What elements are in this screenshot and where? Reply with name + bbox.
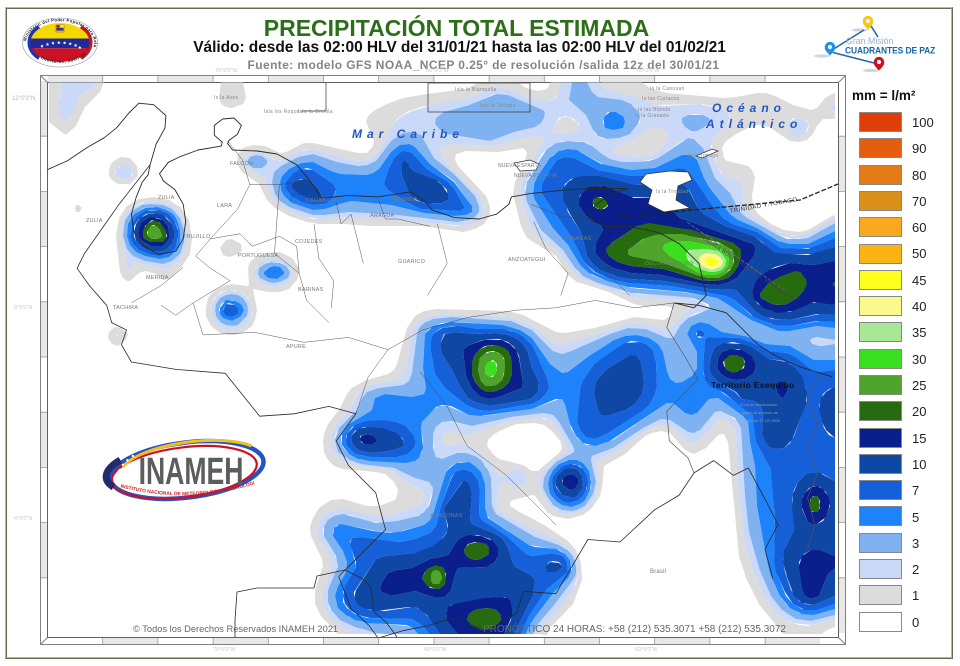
- svg-text:Brasil: Brasil: [650, 569, 666, 575]
- svg-text:Isla los Roques: Isla los Roques: [264, 109, 303, 115]
- svg-text:AMAZONAS: AMAZONAS: [430, 513, 463, 519]
- svg-text:Is la Aves: Is la Aves: [214, 95, 239, 101]
- svg-text:COJEDES: COJEDES: [295, 239, 323, 245]
- svg-text:Is la Granada: Is la Granada: [635, 113, 669, 119]
- svg-text:Is las Curiacou: Is las Curiacou: [642, 96, 680, 102]
- svg-text:Isla la Orchila: Isla la Orchila: [298, 109, 333, 115]
- svg-text:NUEVA ESPARTA: NUEVA ESPARTA: [514, 173, 558, 179]
- svg-text:Is la Tobago: Is la Tobago: [688, 153, 718, 159]
- svg-text:ARAGUA: ARAGUA: [370, 213, 395, 219]
- svg-text:Ginebra 17-02-1966: Ginebra 17-02-1966: [744, 418, 781, 423]
- svg-text:Mar Caribe: Mar Caribe: [352, 127, 464, 141]
- svg-text:MONAGAS: MONAGAS: [562, 236, 592, 242]
- svg-text:70°0'0"W: 70°0'0"W: [213, 647, 236, 653]
- svg-text:sujeta al acuerdo de: sujeta al acuerdo de: [742, 410, 779, 415]
- svg-text:ZULIA: ZULIA: [86, 218, 103, 224]
- svg-text:Isla la Blanquilla: Isla la Blanquilla: [455, 87, 497, 93]
- svg-text:INAMEH: INAMEH: [139, 449, 244, 492]
- svg-text:TACHIRA: TACHIRA: [113, 305, 138, 311]
- svg-text:65°0'0"W: 65°0'0"W: [426, 68, 449, 74]
- svg-text:ANZOATEGUI: ANZOATEGUI: [508, 257, 546, 263]
- svg-text:8°0'0"N: 8°0'0"N: [14, 305, 32, 311]
- svg-text:TRUJILLO: TRUJILLO: [183, 234, 211, 240]
- svg-text:Isla la Tortuga: Isla la Tortuga: [480, 103, 516, 109]
- svg-text:Is la Trinidad: Is la Trinidad: [656, 189, 689, 195]
- svg-text:PORTUGUESA: PORTUGUESA: [238, 253, 279, 259]
- svg-text:CARABOBO: CARABOBO: [306, 198, 339, 204]
- svg-text:PRONÓSTICO 24 HORAS: +58 (212): PRONÓSTICO 24 HORAS: +58 (212) 535.3071 …: [483, 622, 786, 635]
- svg-text:60°0'0"W: 60°0'0"W: [635, 647, 658, 653]
- svg-text:Is las Blonde: Is las Blonde: [638, 107, 671, 113]
- svg-text:Is la Canouan: Is la Canouan: [650, 86, 685, 92]
- svg-text:12°0'0"N: 12°0'0"N: [12, 96, 35, 102]
- svg-text:LARA: LARA: [217, 203, 232, 209]
- svg-text:BARINAS: BARINAS: [298, 287, 324, 293]
- svg-text:Atlántico: Atlántico: [705, 117, 802, 131]
- svg-text:NUEVA ESPARTA: NUEVA ESPARTA: [498, 163, 542, 169]
- svg-text:GUARICO: GUARICO: [398, 259, 426, 265]
- svg-text:Territorio Esequibo: Territorio Esequibo: [711, 380, 794, 390]
- svg-text:70°0'0"W: 70°0'0"W: [215, 68, 238, 74]
- svg-text:CUADRANTES DE PAZ: CUADRANTES DE PAZ: [845, 45, 936, 56]
- svg-text:Océano: Océano: [712, 101, 786, 115]
- svg-text:ZULIA: ZULIA: [158, 195, 175, 201]
- svg-text:FALCÓN: FALCÓN: [230, 160, 253, 167]
- svg-text:MERIDA: MERIDA: [146, 275, 169, 281]
- svg-text:Gran Misión: Gran Misión: [846, 36, 894, 46]
- svg-text:© Todos los Derechos Reservado: © Todos los Derechos Reservados INAMEH 2…: [133, 624, 338, 634]
- svg-text:60°0'0"W: 60°0'0"W: [637, 68, 660, 74]
- svg-text:65°0'0"W: 65°0'0"W: [424, 647, 447, 653]
- svg-text:Zona en reclamación: Zona en reclamación: [740, 402, 777, 407]
- svg-text:4°0'0"N: 4°0'0"N: [14, 516, 32, 522]
- svg-text:APURE: APURE: [286, 344, 306, 350]
- svg-text:MIRANDA: MIRANDA: [391, 197, 418, 203]
- svg-text:DELTA AMACURO: DELTA AMACURO: [645, 261, 694, 267]
